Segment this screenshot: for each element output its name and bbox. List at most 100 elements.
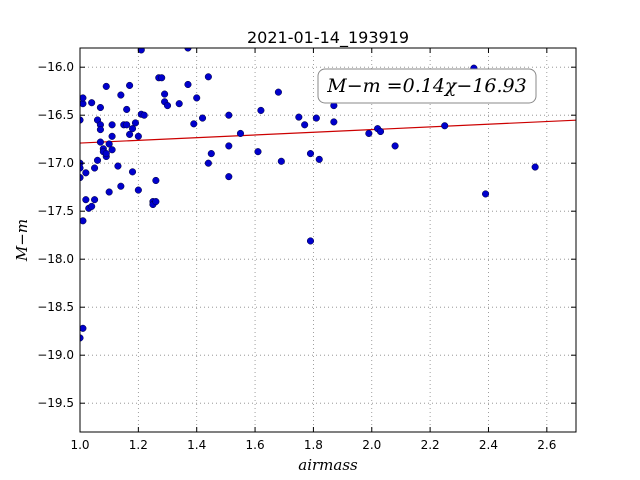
- data-point: [80, 217, 87, 225]
- data-point: [91, 196, 99, 204]
- data-point: [117, 91, 125, 99]
- data-point: [152, 176, 160, 185]
- data-point: [175, 100, 183, 108]
- data-point: [225, 111, 233, 119]
- data-point: [301, 121, 309, 129]
- x-tick-label: 2.4: [479, 438, 498, 452]
- data-point: [126, 81, 134, 89]
- y-tick-label: −18.5: [37, 300, 74, 314]
- data-point: [102, 82, 110, 90]
- data-point: [190, 120, 198, 128]
- data-point: [80, 116, 84, 124]
- data-point: [531, 163, 539, 171]
- y-tick-label: −19.5: [37, 396, 74, 410]
- data-point: [306, 237, 315, 245]
- data-point: [123, 105, 131, 113]
- y-tick-label: −16.5: [37, 108, 74, 122]
- data-point: [330, 118, 338, 126]
- data-point: [117, 182, 125, 190]
- plot-area: [80, 48, 576, 432]
- data-point: [96, 126, 104, 134]
- data-point: [102, 150, 110, 158]
- data-point: [82, 169, 90, 177]
- data-point: [108, 146, 116, 154]
- data-point: [482, 190, 490, 198]
- data-point: [80, 334, 84, 342]
- data-point: [88, 202, 96, 210]
- data-point: [131, 119, 139, 127]
- y-axis-label: M−m: [13, 219, 31, 262]
- data-point: [134, 132, 142, 140]
- data-point: [225, 173, 233, 181]
- data-point: [96, 138, 104, 146]
- x-tick-label: 2.6: [537, 438, 556, 452]
- data-point: [312, 114, 320, 122]
- data-point: [96, 103, 104, 112]
- fit-annotation: M−m =0.14χ−16.93: [317, 68, 537, 104]
- data-point: [441, 122, 449, 130]
- data-point: [184, 80, 192, 89]
- data-point: [134, 186, 142, 194]
- data-point: [91, 164, 99, 172]
- data-point: [80, 174, 84, 182]
- data-point: [108, 132, 116, 140]
- data-point: [123, 121, 131, 129]
- data-point: [365, 129, 373, 137]
- data-point: [277, 157, 285, 165]
- y-tick-label: −19.0: [37, 348, 74, 362]
- data-point: [193, 94, 201, 102]
- data-point: [88, 99, 96, 107]
- x-axis-ticks: 1.0 1.2 1.4 1.6 1.8 2.0 2.2 2.4 2.6: [70, 48, 556, 452]
- annotation-box: [317, 68, 537, 104]
- x-tick-label: 1.2: [129, 438, 148, 452]
- data-point: [105, 188, 113, 196]
- fit-layer: [80, 119, 576, 144]
- data-point: [391, 142, 399, 150]
- data-point: [140, 111, 148, 119]
- data-point: [152, 198, 160, 206]
- x-tick-label: 1.0: [70, 438, 89, 452]
- y-axis-ticks: −16.0 −16.5 −17.0 −17.5 −18.0 −18.5 −19.0 −19.5: [37, 60, 576, 410]
- x-axis-label: airmass: [298, 456, 358, 474]
- data-point: [114, 162, 122, 170]
- data-point: [306, 150, 315, 158]
- data-point: [257, 106, 265, 114]
- data-point: [128, 125, 137, 133]
- grid-lines: [79, 48, 576, 432]
- data-point: [204, 159, 212, 167]
- plot-content: [80, 48, 576, 342]
- data-point: [236, 129, 245, 137]
- points-layer: [80, 48, 539, 342]
- data-point: [163, 102, 172, 110]
- data-point: [82, 196, 90, 204]
- data-point: [80, 94, 87, 102]
- data-point: [295, 113, 303, 121]
- data-point: [80, 324, 87, 332]
- data-point: [105, 140, 113, 148]
- data-point: [108, 121, 116, 129]
- x-tick-label: 1.4: [187, 438, 206, 452]
- data-point: [204, 73, 212, 81]
- data-point: [225, 142, 233, 150]
- y-tick-label: −17.0: [37, 156, 74, 170]
- x-tick-label: 1.6: [246, 438, 265, 452]
- x-tick-label: 1.8: [304, 438, 323, 452]
- fit-equation: M−m =0.14χ−16.93: [326, 75, 526, 97]
- data-point: [80, 164, 84, 172]
- chart-title: 2021-01-14_193919: [247, 28, 409, 48]
- y-tick-label: −17.5: [37, 204, 74, 218]
- plot-frame: [79, 47, 577, 433]
- data-point: [274, 88, 282, 96]
- data-point: [198, 114, 207, 122]
- data-point: [207, 150, 215, 158]
- data-point: [376, 127, 385, 136]
- data-point: [128, 168, 137, 176]
- data-point: [161, 90, 169, 98]
- data-point: [315, 155, 323, 163]
- data-point: [126, 130, 134, 138]
- fit-line: [80, 119, 576, 144]
- data-point: [158, 74, 166, 82]
- y-tick-label: −18.0: [37, 252, 74, 266]
- x-tick-label: 2.0: [362, 438, 381, 452]
